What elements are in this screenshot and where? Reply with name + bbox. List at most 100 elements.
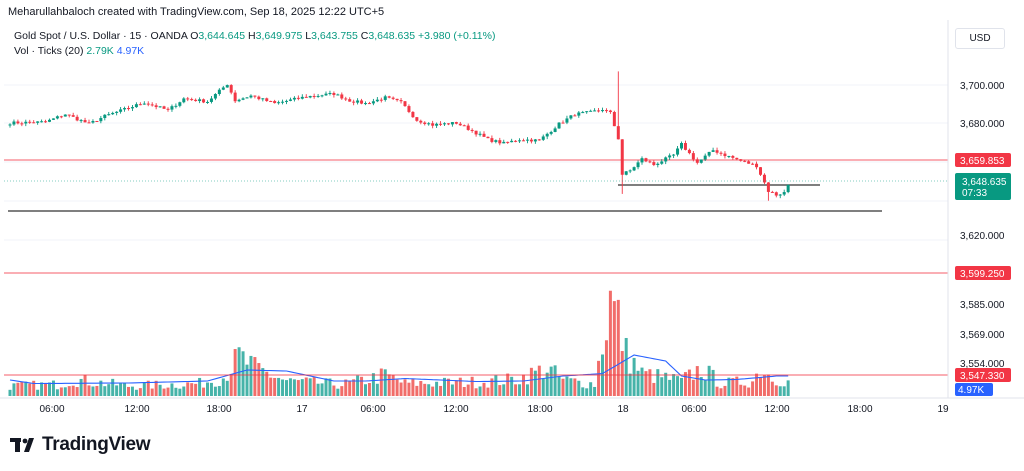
candle-body — [407, 106, 411, 112]
candle-body — [589, 110, 593, 112]
symbol-name[interactable]: Gold Spot / U.S. Dollar · 15 · OANDA — [14, 30, 188, 42]
candle-body — [162, 106, 166, 109]
candle-body — [545, 133, 549, 137]
candle-body — [229, 85, 233, 93]
chart-grid — [4, 84, 948, 241]
candle-body — [782, 192, 786, 195]
candle-body — [383, 96, 387, 100]
tradingview-logo-text: TradingView — [42, 434, 151, 455]
volume-bar — [269, 377, 273, 396]
candle-body — [403, 101, 407, 107]
price-axis[interactable]: 3,700.000 3,680.000 3,620.000 3,585.000 3,56… — [960, 81, 1005, 370]
volume-bar — [273, 377, 277, 396]
candle-body — [628, 170, 632, 172]
volume-bar — [624, 337, 628, 396]
volume-bar — [502, 384, 506, 396]
candle-body — [209, 98, 213, 102]
volume-bar — [344, 379, 348, 396]
candle-body — [257, 96, 261, 100]
volume-legend[interactable]: Vol · Ticks (20) 2.79K 4.97K — [14, 45, 144, 57]
tradingview-logo[interactable]: TradingView — [10, 434, 151, 456]
volume-bar — [778, 386, 782, 396]
candle-body — [83, 120, 87, 123]
volume-bar — [387, 374, 391, 396]
volume-bar — [731, 378, 735, 396]
volume-bar — [67, 386, 71, 396]
candle-body — [233, 92, 237, 102]
high-label: H — [248, 30, 256, 42]
candle-body — [273, 101, 277, 104]
volume-bar — [482, 382, 486, 396]
horizontal-levels[interactable]: 3,659.853 3,599.250 3,547.330 — [4, 153, 1011, 382]
volume-bar — [127, 386, 130, 396]
volume-bar — [766, 374, 770, 396]
candle-body — [624, 171, 628, 175]
symbol-legend[interactable]: Gold Spot / U.S. Dollar · 15 · OANDA O3,… — [14, 30, 495, 42]
price-chart[interactable]: 3,659.853 3,599.250 3,547.330 3,700.000 3,6… — [0, 0, 1024, 430]
candle-body — [71, 115, 75, 117]
close-label: C — [360, 30, 369, 42]
candle-body — [182, 98, 186, 103]
volume-bar — [71, 385, 75, 396]
candle-body — [525, 139, 529, 141]
current-price-tag — [955, 173, 1011, 200]
level-tag-text: 3,659.853 — [960, 156, 1005, 167]
volume-bar — [723, 385, 727, 396]
volume-bar — [510, 376, 514, 396]
volume-bar — [399, 382, 403, 396]
candle-body — [245, 97, 249, 99]
volume-indicator-label[interactable]: Vol · Ticks (20) — [14, 45, 84, 57]
price-tags: 3,648.635 07:33 4.97K — [955, 173, 1011, 396]
candle-body — [494, 140, 498, 142]
currency-button[interactable]: USD — [955, 28, 1005, 49]
volume-bar — [59, 387, 63, 396]
volume-bar — [699, 377, 703, 396]
volume-bar — [774, 385, 778, 396]
volume-bar — [202, 387, 206, 396]
candle-body — [367, 103, 371, 105]
candle-body — [553, 128, 557, 132]
candle-body — [743, 160, 747, 162]
time-tick-label: 18:00 — [206, 404, 231, 415]
volume-bar — [494, 375, 498, 396]
candle-body — [640, 158, 644, 163]
volume-bar — [640, 367, 644, 396]
candle-body — [466, 125, 470, 130]
current-price-text: 3,648.635 — [962, 177, 1007, 188]
volume-bar — [182, 386, 186, 396]
volume-bar — [20, 381, 24, 396]
candle-body — [320, 95, 324, 97]
volume-bar — [44, 383, 48, 396]
volume-bar — [454, 380, 458, 396]
time-tick-label: 18:00 — [847, 404, 872, 415]
candle-body — [217, 89, 221, 95]
volume-bar — [446, 378, 450, 396]
candle-body — [253, 95, 257, 97]
candle-body — [660, 161, 664, 164]
volume-bar — [415, 385, 419, 396]
candle-body — [285, 100, 288, 102]
candle-body — [213, 94, 217, 99]
volume-bar — [63, 387, 67, 396]
candle-body — [292, 97, 296, 100]
candle-body — [296, 97, 300, 99]
volume-bar — [166, 387, 170, 396]
volume-bar — [383, 369, 387, 396]
volume-bar — [628, 373, 632, 396]
volume-bar — [48, 382, 51, 396]
volume-bar — [364, 384, 367, 396]
volume-bar — [612, 301, 616, 396]
candle-body — [158, 106, 162, 108]
volume-bar — [569, 378, 573, 396]
candle-body — [672, 154, 676, 156]
candle-body — [269, 101, 273, 103]
time-axis[interactable]: 06:00 12:00 18:00 17 06:00 12:00 18:00 18 06:00 1… — [39, 404, 949, 415]
volume-bar — [233, 349, 237, 396]
volume-ma-line — [9, 354, 789, 385]
candle-body — [328, 92, 332, 94]
volume-bar — [525, 384, 529, 396]
price-tick-label: 3,620.000 — [960, 231, 1005, 242]
candle-body — [707, 151, 711, 156]
volume-bar — [32, 380, 36, 396]
volume-bar — [470, 376, 474, 396]
